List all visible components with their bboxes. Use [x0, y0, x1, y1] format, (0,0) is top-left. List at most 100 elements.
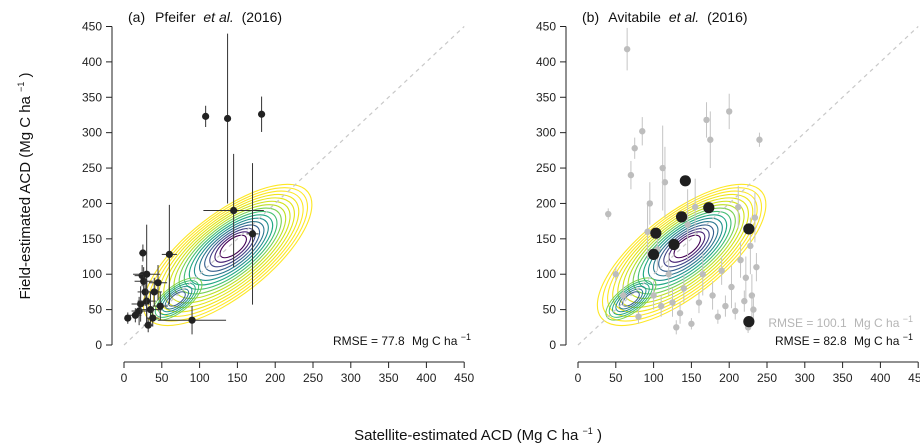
panel-a-rmse-prefix: RMSE = 77.8 [333, 334, 405, 348]
grey-data-point [732, 307, 739, 315]
density-contour [615, 285, 647, 313]
grey-data-point [684, 221, 691, 228]
panel-b-rmse-grey-prefix: RMSE = 100.1 [768, 316, 847, 330]
panel-b-x-axis: 0 50 100 150 200 250 300 350 400 450 [575, 361, 920, 385]
panel-a-one-to-one-line [123, 26, 465, 346]
density-contour [668, 231, 706, 263]
panel-a-title: (a) Pfeifer et al. (2016) [128, 9, 282, 25]
grey-data-point [753, 263, 760, 271]
data-point [139, 249, 147, 257]
grey-data-point [747, 242, 754, 250]
grey-data-point [718, 267, 725, 274]
data-point [223, 114, 232, 123]
x-tick-label: 300 [795, 371, 815, 385]
x-tick-label: 0 [121, 371, 128, 385]
data-point [143, 270, 151, 278]
grey-data-point [673, 324, 680, 331]
grey-data-point [741, 297, 748, 305]
y-tick-label: 350 [536, 90, 556, 104]
grey-data-point [726, 108, 733, 115]
y-tick-label: 150 [82, 232, 102, 246]
black-data-point [743, 223, 755, 235]
y-axis-title: Field-estimated ACD (Mg C ha −1 ) [11, 72, 34, 299]
panel-a-year: (2016) [242, 9, 282, 25]
density-contour [663, 227, 710, 268]
y-axis-title-exp: −1 [16, 82, 26, 92]
y-tick-label: 450 [82, 19, 102, 33]
panel-b-author: Avitabile [608, 9, 661, 25]
grey-data-point [728, 283, 735, 291]
grey-data-point [703, 116, 710, 124]
grey-data-point [676, 309, 684, 317]
grey-data-point [707, 136, 714, 143]
y-tick-label: 200 [82, 196, 102, 210]
density-contour [596, 183, 767, 327]
panel-b-rmse-black-unit: Mg C ha [854, 334, 900, 348]
grey-data-point [605, 210, 612, 218]
panel-a: 0 50 100 150 200 250 300 350 400 450 0 50 100 150 200… [82, 9, 475, 385]
panel-b-black-points [648, 175, 755, 328]
x-tick-label: 100 [190, 371, 210, 385]
panel-b-rmse-black-prefix: RMSE = 82.8 [775, 334, 847, 348]
data-point [140, 277, 148, 285]
panel-b-y-axis: 0 50 100 150 200 250 300 350 400 450 [536, 19, 567, 352]
x-tick-label: 150 [681, 371, 701, 385]
data-point [137, 300, 145, 308]
x-axis-title-exp: −1 [583, 426, 593, 436]
x-axis-title: Satellite-estimated ACD (Mg C ha −1 ) [354, 421, 602, 444]
panel-a-etal: et al. [203, 9, 233, 25]
density-contour [612, 282, 650, 316]
y-tick-label: 50 [543, 303, 557, 317]
grey-data-point [714, 313, 722, 320]
x-tick-label: 100 [644, 371, 664, 385]
density-contour [219, 234, 247, 259]
grey-data-point [691, 203, 699, 211]
data-point [202, 112, 210, 120]
black-data-point [679, 175, 691, 187]
panel-a-rmse-unit: Mg C ha [412, 334, 458, 348]
grey-data-point [709, 292, 716, 299]
x-tick-label: 400 [870, 371, 890, 385]
panel-a-x-axis: 0 50 100 150 200 250 300 350 400 450 [121, 361, 475, 385]
grey-data-point [722, 302, 729, 310]
data-point [154, 279, 162, 287]
data-point [150, 288, 158, 296]
density-contour [158, 282, 196, 316]
grey-data-point [659, 164, 666, 172]
panel-b-rmse-black: RMSE = 82.8 Mg C ha −1 [775, 332, 913, 348]
density-contour [164, 288, 190, 310]
black-data-point [650, 227, 662, 239]
data-point [165, 250, 173, 259]
density-contour [168, 291, 186, 307]
grey-data-point [751, 214, 759, 221]
x-tick-label: 350 [379, 371, 399, 385]
grey-data-point [612, 271, 619, 278]
y-tick-label: 0 [549, 338, 556, 352]
density-contour [153, 190, 304, 318]
y-tick-label: 50 [89, 303, 103, 317]
x-tick-label: 50 [155, 371, 169, 385]
data-point [257, 110, 266, 118]
x-tick-label: 150 [227, 371, 247, 385]
y-tick-label: 250 [82, 161, 102, 175]
x-tick-label: 200 [719, 371, 739, 385]
grey-data-point [737, 256, 744, 264]
black-data-point [703, 202, 715, 214]
panel-b-year: (2016) [707, 9, 747, 25]
grey-data-point [688, 320, 695, 327]
panel-b: 0 50 100 150 200 250 300 350 400 450 0 50 100 150 200… [536, 9, 920, 385]
density-contour [607, 190, 758, 318]
black-data-point [675, 211, 688, 223]
data-point [188, 316, 196, 324]
panel-a-rmse: RMSE = 77.8 Mg C ha −1 [333, 332, 471, 348]
grey-data-point [620, 292, 627, 299]
panel-b-label: (b) [582, 9, 599, 25]
panel-a-y-axis: 0 50 100 150 200 250 300 350 400 450 [82, 19, 113, 352]
panel-b-one-to-one-line [577, 26, 919, 346]
grey-data-point [699, 271, 706, 278]
grey-data-point [661, 179, 669, 186]
y-tick-label: 0 [95, 338, 102, 352]
density-contour [673, 234, 701, 259]
y-axis-title-close: ) [17, 72, 34, 77]
